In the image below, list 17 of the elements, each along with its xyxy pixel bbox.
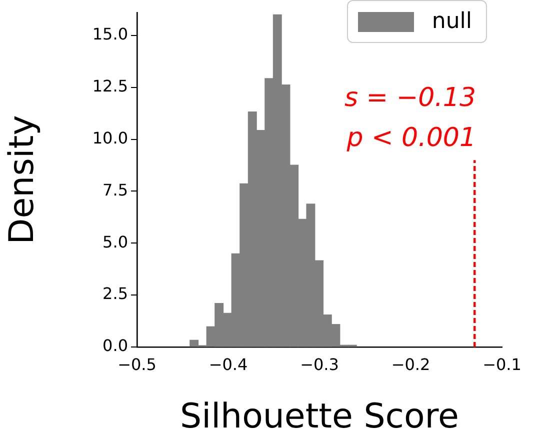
legend-label: null [432,9,472,34]
y-tick-label: 15.0 [92,24,128,44]
x-tick-label: −0.5 [118,354,156,374]
x-tick-label: −0.4 [208,354,248,374]
x-tick-label: −0.1 [482,354,522,374]
x-tick-label: −0.2 [391,354,430,374]
x-tick-label: −0.3 [300,354,339,374]
y-axis-title: Density [2,115,42,244]
y-tick-label: 12.5 [92,76,128,96]
y-tick-label: 2.5 [102,284,128,304]
annotation: s = −0.13 [344,83,476,113]
x-axis-title: Silhouette Score [180,396,459,436]
y-tick-label: 10.0 [92,128,128,148]
y-tick-label: 7.5 [102,180,128,200]
y-tick-label: 5.0 [102,232,128,252]
annotation: p < 0.001 [346,123,476,153]
y-tick-label: 0.0 [102,336,128,356]
